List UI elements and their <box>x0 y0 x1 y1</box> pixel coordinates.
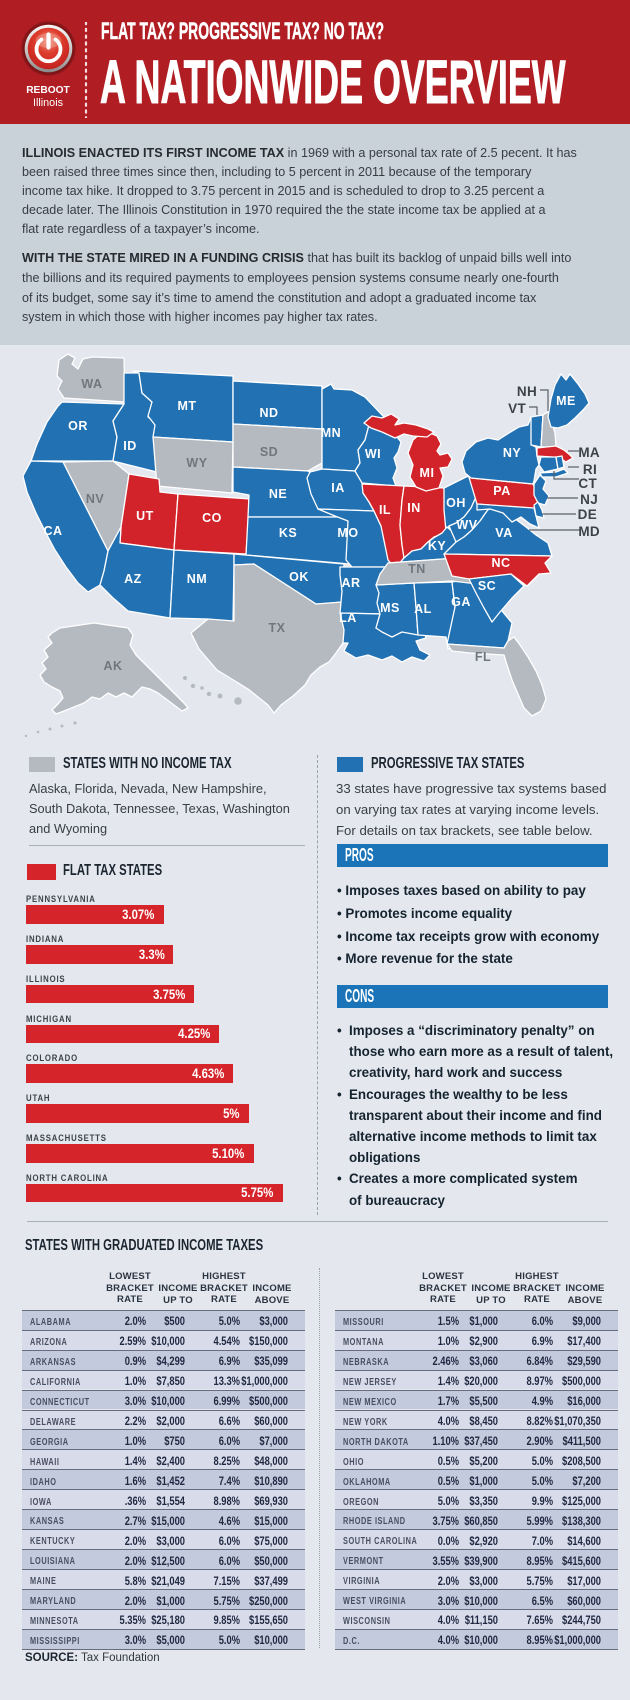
svg-text:MD: MD <box>578 524 600 539</box>
svg-text:VT: VT <box>508 401 526 416</box>
svg-text:AK: AK <box>103 659 122 673</box>
svg-text:NE: NE <box>269 487 287 501</box>
svg-text:AR: AR <box>341 576 360 590</box>
svg-text:IL: IL <box>379 503 391 517</box>
svg-text:AZ: AZ <box>124 572 142 586</box>
svg-text:IA: IA <box>331 481 345 495</box>
svg-text:NC: NC <box>491 556 510 570</box>
svg-text:GA: GA <box>451 595 471 609</box>
svg-text:DE: DE <box>578 507 597 522</box>
svg-text:TX: TX <box>269 621 286 635</box>
svg-text:LA: LA <box>339 611 357 625</box>
svg-text:NH: NH <box>517 384 537 399</box>
svg-text:MA: MA <box>578 445 600 460</box>
svg-text:MS: MS <box>380 601 400 615</box>
svg-text:SD: SD <box>260 445 278 459</box>
svg-text:NV: NV <box>86 492 105 506</box>
svg-text:OK: OK <box>289 570 309 584</box>
svg-text:TN: TN <box>408 562 426 576</box>
svg-text:WI: WI <box>365 447 381 461</box>
svg-text:CA: CA <box>43 524 62 538</box>
svg-text:ND: ND <box>259 406 278 420</box>
svg-text:KY: KY <box>428 539 447 553</box>
svg-text:MO: MO <box>337 526 358 540</box>
svg-text:CT: CT <box>578 476 597 491</box>
svg-text:WA: WA <box>81 377 102 391</box>
svg-text:ME: ME <box>556 394 576 408</box>
svg-text:NM: NM <box>187 572 207 586</box>
svg-text:UT: UT <box>136 509 154 523</box>
svg-text:IN: IN <box>407 501 421 515</box>
svg-text:RI: RI <box>583 462 597 477</box>
svg-text:OH: OH <box>446 496 466 510</box>
svg-text:SC: SC <box>478 579 496 593</box>
svg-text:KS: KS <box>279 526 297 540</box>
svg-text:WV: WV <box>456 518 477 532</box>
svg-text:CO: CO <box>202 511 222 525</box>
svg-text:VA: VA <box>495 526 512 540</box>
svg-text:MN: MN <box>321 426 341 440</box>
svg-text:WY: WY <box>186 456 207 470</box>
svg-text:ID: ID <box>123 439 137 453</box>
svg-text:FL: FL <box>475 650 491 664</box>
svg-text:NY: NY <box>503 446 522 460</box>
svg-text:MI: MI <box>420 466 435 480</box>
svg-text:AL: AL <box>414 602 432 616</box>
svg-text:NJ: NJ <box>580 492 598 507</box>
svg-text:MT: MT <box>177 399 196 413</box>
svg-text:OR: OR <box>68 419 88 433</box>
svg-text:PA: PA <box>493 484 510 498</box>
